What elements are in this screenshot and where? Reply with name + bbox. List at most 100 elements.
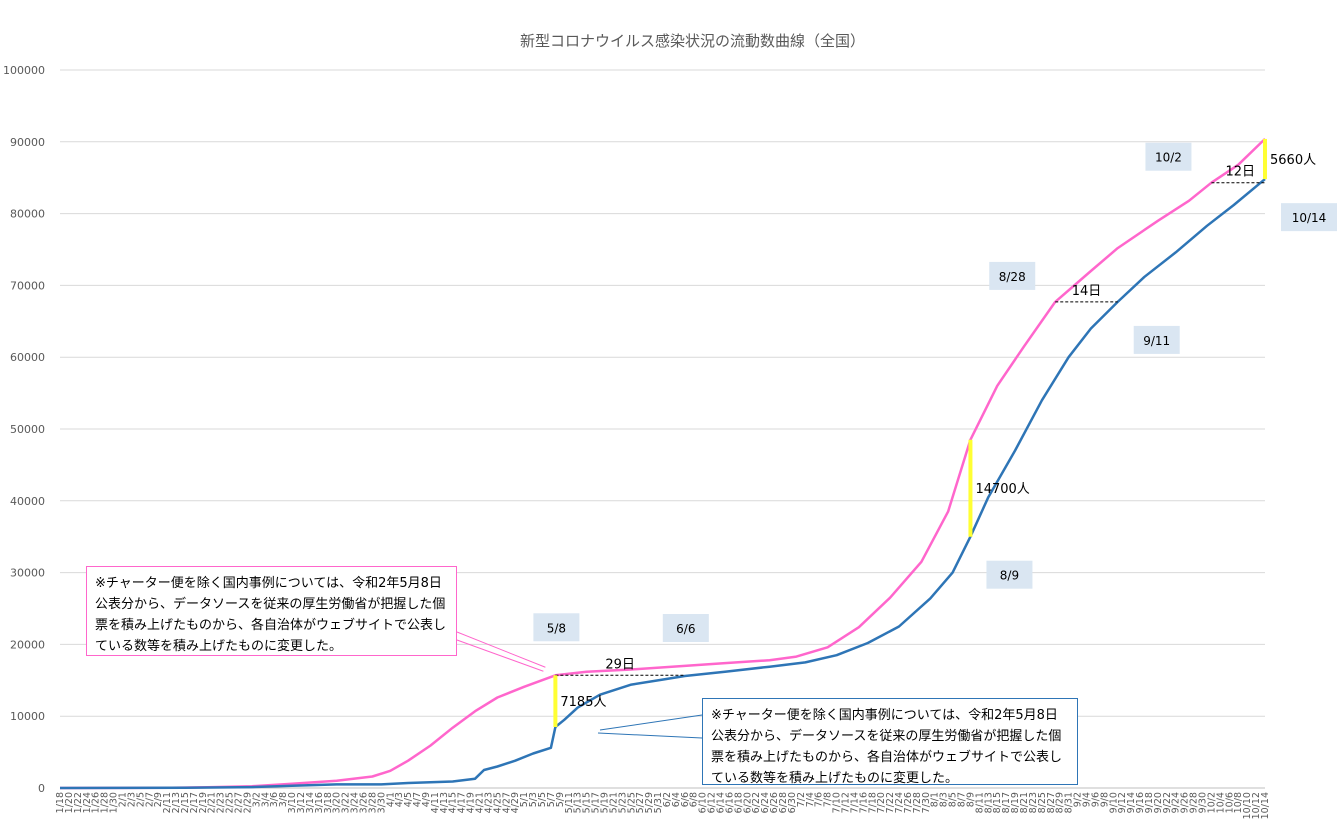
- x-tick-label: 7/14: [849, 792, 860, 813]
- x-tick-label: 5/25: [626, 792, 637, 813]
- x-tick-label: 3/30: [376, 792, 387, 813]
- x-tick-label: 1/24: [82, 792, 93, 813]
- x-tick-label: 5/29: [644, 792, 655, 813]
- x-tick-label: 2/7: [144, 792, 155, 807]
- x-tick-label: 8/11: [974, 792, 985, 813]
- data-source-note-pink: ※チャーター便を除く国内事例については、令和2年5月8日公表分から、データソース…: [86, 566, 457, 656]
- date-tag-label: 8/28: [999, 270, 1026, 284]
- lag-days-label: 12日: [1225, 165, 1255, 180]
- x-tick-label: 5/11: [564, 792, 575, 813]
- x-tick-label: 9/24: [1171, 792, 1182, 813]
- x-tick-label: 3/26: [358, 792, 369, 813]
- x-tick-label: 4/11: [430, 792, 441, 813]
- x-tick-label: 3/2: [251, 792, 262, 807]
- y-tick-label: 60000: [10, 351, 45, 364]
- x-tick-label: 5/13: [573, 792, 584, 813]
- date-tag-label: 9/11: [1143, 334, 1170, 348]
- x-tick-label: 4/7: [412, 792, 423, 807]
- x-tick-label: 7/10: [832, 792, 843, 813]
- date-tag-label: 10/2: [1155, 151, 1182, 165]
- x-tick-label: 4/15: [448, 792, 459, 813]
- x-tick-label: 3/28: [367, 792, 378, 813]
- gap-value-label: 14700人: [975, 482, 1029, 497]
- x-tick-label: 9/12: [1117, 792, 1128, 813]
- date-tag-label: 6/6: [676, 622, 695, 636]
- x-tick-label: 6/28: [778, 792, 789, 813]
- x-tick-label: 8/27: [1046, 792, 1057, 813]
- y-tick-label: 50000: [10, 423, 45, 436]
- x-tick-label: 9/26: [1180, 792, 1191, 813]
- x-tick-label: 4/3: [394, 792, 405, 807]
- x-tick-label: 5/7: [546, 792, 557, 807]
- x-tick-label: 4/23: [483, 792, 494, 813]
- x-tick-label: 8/13: [983, 792, 994, 813]
- x-tick-label: 10/8: [1233, 792, 1244, 813]
- x-tick-label: 6/8: [689, 792, 700, 807]
- y-tick-label: 20000: [10, 638, 45, 651]
- x-tick-label: 9/2: [1073, 792, 1084, 807]
- x-tick-label: 6/10: [698, 792, 709, 813]
- x-tick-label: 2/23: [216, 792, 227, 813]
- x-tick-label: 2/21: [207, 792, 218, 813]
- x-tick-label: 7/22: [885, 792, 896, 813]
- x-tick-label: 8/21: [1019, 792, 1030, 813]
- x-tick-label: 5/15: [582, 792, 593, 813]
- x-tick-label: 10/14: [1260, 792, 1271, 819]
- date-tag-box: [1145, 142, 1192, 171]
- x-tick-label: 3/12: [296, 792, 307, 813]
- x-tick-label: 10/10: [1242, 792, 1253, 819]
- x-tick-label: 5/9: [555, 792, 566, 807]
- x-tick-label: 9/22: [1162, 792, 1173, 813]
- x-tick-label: 5/21: [608, 792, 619, 813]
- x-tick-label: 7/18: [867, 792, 878, 813]
- x-tick-label: 3/14: [305, 792, 316, 813]
- x-tick-label: 3/18: [323, 792, 334, 813]
- x-tick-label: 4/9: [421, 792, 432, 807]
- x-tick-label: 5/23: [617, 792, 628, 813]
- x-tick-label: 7/20: [876, 792, 887, 813]
- lag-days-label: 29日: [605, 657, 635, 672]
- x-tick-label: 3/16: [314, 792, 325, 813]
- x-tick-label: 4/27: [501, 792, 512, 813]
- x-tick-label: 7/8: [823, 792, 834, 807]
- x-tick-label: 1/26: [91, 792, 102, 813]
- x-tick-label: 6/16: [724, 792, 735, 813]
- x-tick-label: 4/29: [510, 792, 521, 813]
- date-tag-label: 8/9: [1000, 569, 1019, 583]
- x-tick-label: 6/12: [707, 792, 718, 813]
- y-tick-label: 40000: [10, 495, 45, 508]
- x-tick-label: 9/18: [1144, 792, 1155, 813]
- x-tick-label: 9/6: [1090, 792, 1101, 807]
- x-tick-label: 9/4: [1081, 792, 1092, 807]
- x-tick-label: 8/7: [957, 792, 968, 807]
- x-tick-label: 3/22: [341, 792, 352, 813]
- x-tick-label: 6/14: [716, 792, 727, 813]
- x-tick-label: 4/19: [466, 792, 477, 813]
- callout-pointer-blue: [599, 714, 703, 731]
- date-tag-label: 5/8: [547, 621, 566, 635]
- x-tick-label: 8/23: [1028, 792, 1039, 813]
- x-tick-label: 1/30: [109, 792, 120, 813]
- x-tick-label: 10/4: [1215, 792, 1226, 813]
- gap-value-label: 7185人: [560, 695, 606, 710]
- x-tick-label: 8/3: [939, 792, 950, 807]
- x-tick-label: 1/22: [73, 792, 84, 813]
- callout-pointer-pink: [456, 639, 544, 672]
- x-tick-label: 7/2: [796, 792, 807, 807]
- x-tick-label: 8/5: [948, 792, 959, 807]
- x-tick-label: 2/9: [153, 792, 164, 807]
- x-tick-label: 3/24: [350, 792, 361, 813]
- x-tick-label: 3/6: [269, 792, 280, 807]
- x-tick-label: 6/4: [671, 792, 682, 807]
- x-tick-label: 2/1: [117, 792, 128, 807]
- x-tick-label: 1/28: [100, 792, 111, 813]
- x-tick-label: 9/14: [1126, 792, 1137, 813]
- callout-pointer-pink: [456, 631, 546, 668]
- x-tick-label: 4/21: [475, 792, 486, 813]
- x-tick-label: 5/27: [635, 792, 646, 813]
- x-tick-label: 2/17: [189, 792, 200, 813]
- x-tick-label: 8/15: [992, 792, 1003, 813]
- data-source-note-blue: ※チャーター便を除く国内事例については、令和2年5月8日公表分から、データソース…: [702, 698, 1078, 786]
- date-tag-box: [533, 613, 580, 642]
- x-tick-label: 6/24: [760, 792, 771, 813]
